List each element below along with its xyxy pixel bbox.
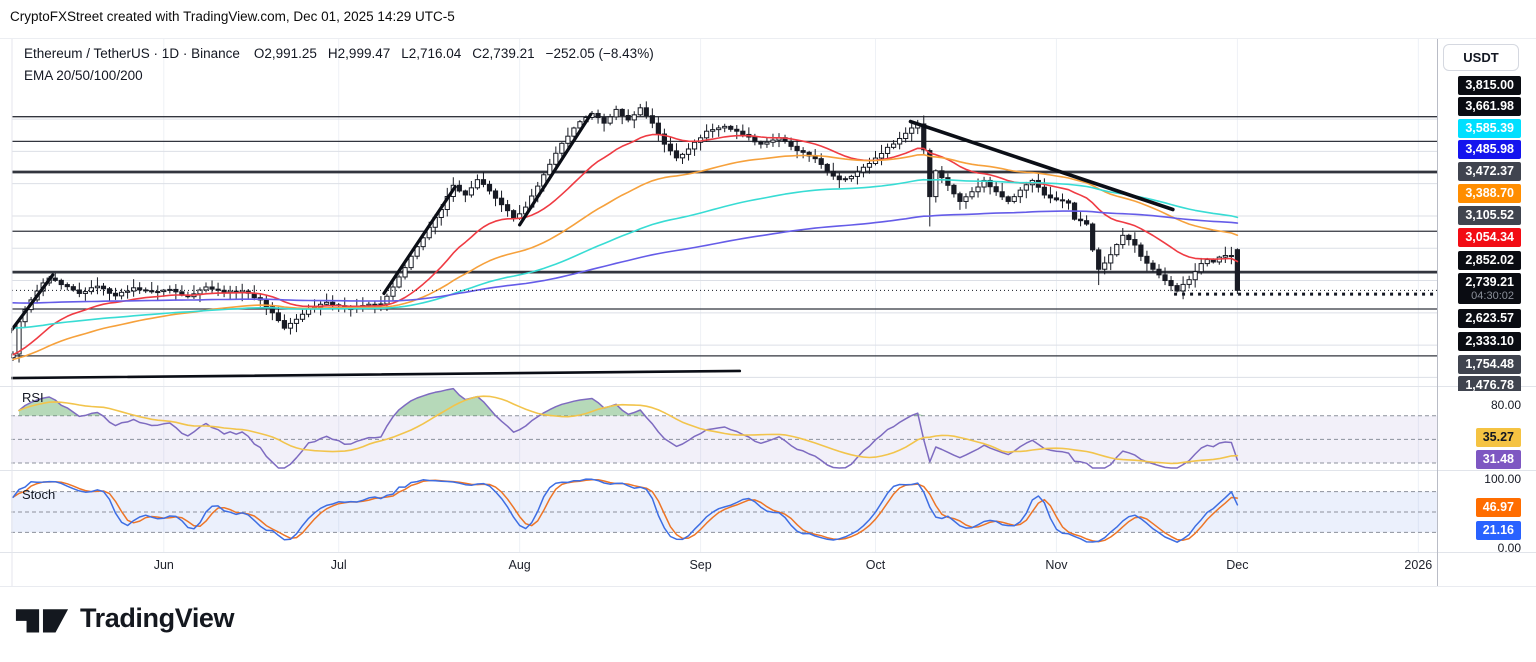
time-axis-label: 2026 — [1404, 558, 1433, 572]
price-level-badge: 3,472.37 — [1458, 161, 1521, 181]
price-level-badge: 2,333.10 — [1458, 331, 1521, 351]
price-level-badge: 35.27 — [1475, 427, 1521, 447]
price-level-badge: 3,054.34 — [1458, 227, 1521, 247]
time-axis-label: Aug — [508, 558, 531, 572]
tradingview-logo[interactable]: TradingView — [14, 602, 235, 634]
time-axis-label: Jun — [153, 558, 174, 572]
time-axis-label: Sep — [689, 558, 712, 572]
ohlc-value: C2,739.21 — [472, 46, 535, 61]
ohlc-value: O2,991.25 — [253, 46, 317, 61]
symbol-title: Ethereum / TetherUS · 1D · Binance — [24, 46, 240, 61]
chart-legend: Ethereum / TetherUS · 1D · Binance O2,991… — [24, 46, 665, 61]
ohlc-value: L2,716.04 — [401, 46, 462, 61]
axis-scale-label: 100.00 — [1484, 472, 1521, 486]
current-price: 2,739.21 — [1465, 275, 1514, 289]
time-axis-label: Dec — [1226, 558, 1249, 572]
currency-toggle-button[interactable]: USDT — [1443, 44, 1519, 71]
price-level-badge: 1,754.48 — [1458, 354, 1521, 374]
price-axis-stoch[interactable]: 100.00 46.97 21.16 0.00 — [1438, 470, 1536, 553]
tradingview-logo-icon — [15, 609, 69, 633]
countdown: 04:30:02 — [1471, 290, 1514, 302]
price-axis-main[interactable]: 3,815.00 3,661.98 3,585.39 3,485.98 3,472.37… — [1438, 38, 1536, 391]
price-level-badge: 3,585.39 — [1458, 118, 1521, 138]
axis-scale-label: 80.00 — [1490, 398, 1521, 412]
headline: CryptoFXStreet created with TradingView.… — [10, 9, 455, 24]
price-level-badge: 21.16 — [1475, 520, 1521, 540]
rsi-pane-label: RSI — [22, 390, 44, 405]
ohlc-values: O2,991.25 H2,999.47 L2,716.04 C2,739.21 −252… — [254, 46, 665, 61]
time-axis-label: Jul — [330, 558, 347, 572]
axis-scale-label: 0.00 — [1497, 541, 1521, 553]
price-level-badge: 1,476.78 — [1458, 375, 1521, 391]
price-axis[interactable]: USDT — [1438, 38, 1536, 71]
price-axis-rsi[interactable]: 80.00 35.27 31.48 — [1438, 391, 1536, 470]
time-axis-label: Nov — [1045, 558, 1068, 572]
price-level-badge: 31.48 — [1475, 449, 1521, 469]
price-level-badge: 3,485.98 — [1458, 139, 1521, 159]
price-level-badge: 3,815.00 — [1458, 75, 1521, 95]
price-level-badge: 46.97 — [1475, 497, 1521, 517]
time-axis-label: Oct — [865, 558, 886, 572]
price-level-badge: 3,105.52 — [1458, 205, 1521, 225]
price-level-badge: 3,661.98 — [1458, 96, 1521, 116]
ohlc-value: −252.05 (−8.43%) — [545, 46, 654, 61]
indicator-legend: EMA 20/50/100/200 — [24, 68, 143, 83]
current-price-badge: 2,739.21 04:30:02 — [1458, 273, 1521, 304]
price-level-badge: 2,852.02 — [1458, 250, 1521, 270]
tradingview-logo-text: TradingView — [80, 602, 235, 633]
ohlc-value: H2,999.47 — [327, 46, 391, 61]
price-level-badge: 3,388.70 — [1458, 183, 1521, 203]
stoch-pane-label: Stoch — [22, 487, 56, 502]
price-level-badge: 2,623.57 — [1458, 308, 1521, 328]
